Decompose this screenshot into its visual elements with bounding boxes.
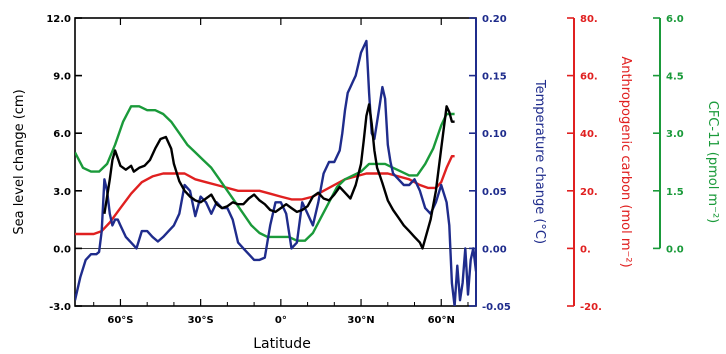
cfc-tick-label: 6.0 [666,14,684,25]
sea-level-axis: -3.0 0.0 3.0 6.0 9.0 12.0 [46,14,82,313]
temperature-tick-label: 0.20 [482,14,507,25]
plot-frame [74,17,477,307]
sea-level-tick-label: 12.0 [46,14,71,25]
sea-level-tick-label: 9.0 [53,72,71,83]
cfc-axis: 0.0 1.5 3.0 4.5 6.0 [653,14,684,255]
temperature-tick-label: -0.05 [482,302,511,313]
series-group [75,39,476,306]
x-tick-label: 0° [275,315,287,326]
temperature-tick-label: 0.10 [482,129,507,140]
sea-level-tick-label: -3.0 [49,302,71,313]
temperature-axis: -0.05 0.00 0.05 0.10 0.15 0.20 [469,14,511,313]
cfc-tick-label: 1.5 [666,187,684,198]
carbon-tick-label: 20. [580,187,598,198]
temperature-tick-label: 0.00 [482,244,507,255]
plot-border [74,17,477,307]
cfc-tick-label: 3.0 [666,129,684,140]
x-tick-label: 30°S [188,315,214,326]
sea-level-tick-label: 0.0 [53,244,71,255]
carbon-tick-label: 40. [580,129,598,140]
temperature-series-line [75,39,476,306]
temperature-tick-label: 0.05 [482,187,507,198]
sea-level-series-line [103,103,455,250]
carbon-tick-label: 60. [580,72,598,83]
carbon-tick-label: 80. [580,14,598,25]
cfc-tick-label: 4.5 [666,72,684,83]
carbon-tick-label: -20. [580,302,602,313]
carbon-tick-label: 0. [580,244,591,255]
sea-level-tick-label: 6.0 [53,129,71,140]
cfc-series-line [75,105,455,242]
carbon-axis: -20. 0. 20. 40. 60. 80. [567,14,602,313]
sea-level-axis-title: Sea level change (cm) [12,89,27,234]
temperature-axis-title: Temperature change (°C) [532,79,547,244]
x-axis: 60°S 30°S 0° 30°N 60°N [93,18,469,326]
x-tick-label: 30°N [347,315,374,326]
x-tick-label: 60°S [107,315,133,326]
carbon-axis-title: Anthropogenic carbon (mol m⁻²) [618,56,633,267]
cfc-tick-label: 0.0 [666,244,684,255]
cfc-axis-title: CFC-11 (pmol m⁻²) [705,101,720,224]
sea-level-tick-label: 3.0 [53,187,71,198]
x-axis-title: Latitude [253,336,311,352]
x-tick-label: 60°N [428,315,455,326]
temperature-tick-label: 0.15 [482,72,507,83]
